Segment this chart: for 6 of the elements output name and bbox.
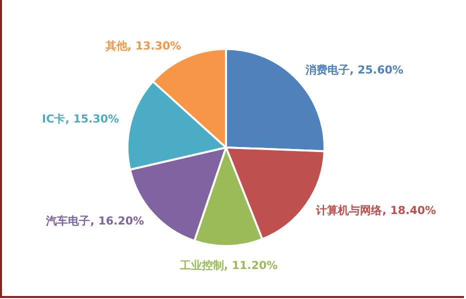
slice-label: 其他, 13.30% (104, 39, 182, 52)
slice-label: IC卡, 15.30% (42, 112, 120, 126)
slice-label: 汽车电子, 16.20% (45, 214, 144, 228)
slice-label: 工业控制, 11.20% (178, 258, 278, 272)
slice-label: 计算机与网络, 18.40% (315, 204, 436, 218)
slice-label: 消费电子, 25.60% (304, 64, 404, 77)
